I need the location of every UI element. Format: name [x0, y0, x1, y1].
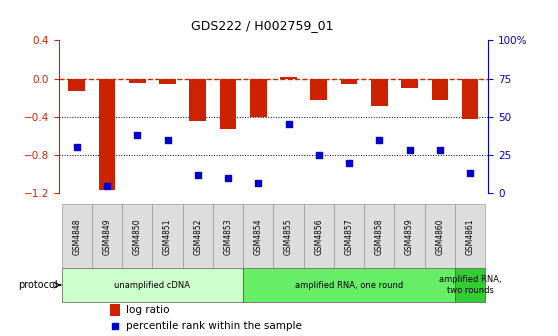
Bar — [92, 205, 122, 268]
Point — [103, 183, 112, 188]
Bar — [280, 77, 297, 79]
Bar — [334, 205, 364, 268]
Bar — [371, 79, 388, 106]
Point — [345, 160, 354, 165]
Text: GSM4857: GSM4857 — [344, 218, 354, 255]
Text: GSM4858: GSM4858 — [375, 218, 384, 255]
Point — [284, 122, 293, 127]
Bar — [159, 79, 176, 84]
Bar — [61, 268, 243, 302]
Bar — [273, 205, 304, 268]
Text: protocol: protocol — [18, 280, 58, 290]
Text: GSM4854: GSM4854 — [254, 218, 263, 255]
Bar — [431, 79, 448, 99]
Bar — [152, 205, 182, 268]
Bar — [110, 304, 119, 316]
Bar — [122, 205, 152, 268]
Text: GSM4855: GSM4855 — [284, 218, 293, 255]
Point — [193, 172, 202, 178]
Text: GSM4849: GSM4849 — [103, 218, 112, 255]
Bar — [190, 79, 206, 121]
Bar — [99, 79, 116, 191]
Point — [254, 180, 263, 185]
Bar — [182, 205, 213, 268]
Point — [163, 137, 172, 142]
Text: GSM4853: GSM4853 — [224, 218, 233, 255]
Point — [133, 132, 142, 138]
Text: GSM4851: GSM4851 — [163, 218, 172, 255]
Text: GSM4856: GSM4856 — [314, 218, 323, 255]
Bar — [364, 205, 395, 268]
Bar — [243, 205, 273, 268]
Bar — [341, 79, 357, 84]
Text: percentile rank within the sample: percentile rank within the sample — [127, 321, 302, 331]
Bar — [462, 79, 478, 119]
Text: GSM4848: GSM4848 — [72, 218, 81, 255]
Text: GSM4850: GSM4850 — [133, 218, 142, 255]
Text: GSM4852: GSM4852 — [193, 218, 203, 255]
Bar — [213, 205, 243, 268]
Bar — [395, 205, 425, 268]
Text: GSM4860: GSM4860 — [435, 218, 444, 255]
Bar — [455, 205, 485, 268]
Point — [110, 323, 119, 329]
Text: GDS222 / H002759_01: GDS222 / H002759_01 — [191, 19, 334, 32]
Point — [405, 148, 414, 153]
Text: amplified RNA,
two rounds: amplified RNA, two rounds — [439, 276, 502, 295]
Bar — [310, 79, 327, 99]
Point — [73, 145, 81, 150]
Bar — [220, 79, 237, 129]
Bar — [69, 79, 85, 91]
Point — [224, 175, 233, 181]
Point — [435, 148, 444, 153]
Bar — [250, 79, 267, 117]
Text: unamplified cDNA: unamplified cDNA — [114, 281, 190, 290]
Text: amplified RNA, one round: amplified RNA, one round — [295, 281, 403, 290]
Point — [465, 171, 474, 176]
Bar — [129, 79, 146, 83]
Bar — [61, 205, 92, 268]
Text: GSM4861: GSM4861 — [465, 218, 475, 255]
Bar — [243, 268, 455, 302]
Text: GSM4859: GSM4859 — [405, 218, 414, 255]
Point — [314, 152, 323, 158]
Text: log ratio: log ratio — [127, 305, 170, 315]
Point — [375, 137, 384, 142]
Bar — [425, 205, 455, 268]
Bar — [455, 268, 485, 302]
Bar — [304, 205, 334, 268]
Bar — [401, 79, 418, 88]
